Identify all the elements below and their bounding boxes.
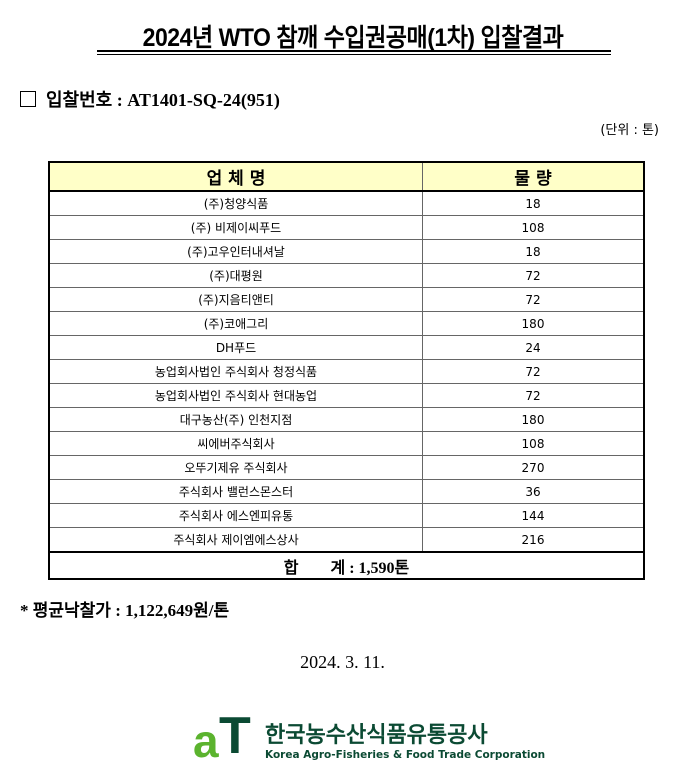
quantity: 216	[422, 527, 645, 553]
table-row: (주) 비제이씨푸드 108	[48, 215, 645, 240]
table-row: 주식회사 밸런스몬스터 36	[48, 479, 645, 504]
table-row: (주)지음티앤티 72	[48, 287, 645, 312]
company-name: (주)고우인터내셔날	[48, 239, 423, 264]
quantity: 270	[422, 455, 645, 480]
bid-number: 입찰번호 : AT1401-SQ-24(951)	[20, 86, 280, 112]
table-row: 주식회사 제이엠에스상사 216	[48, 527, 645, 553]
table-row: 주식회사 에스엔피유통 144	[48, 503, 645, 528]
company-name: 오뚜기제유 주식회사	[48, 455, 423, 480]
results-table: 업 체 명 물 량 (주)청양식품 18 (주) 비제이씨푸드 108 (주)고우인터내…	[48, 161, 645, 580]
quantity: 180	[422, 407, 645, 432]
quantity: 36	[422, 479, 645, 504]
company-name: 주식회사 에스엔피유통	[48, 503, 423, 528]
quantity: 72	[422, 359, 645, 384]
quantity: 18	[422, 239, 645, 264]
table-row: 오뚜기제유 주식회사 270	[48, 455, 645, 480]
table-row: (주)고우인터내셔날 18	[48, 239, 645, 264]
header-company: 업 체 명	[48, 161, 423, 192]
logo-name-kr: 한국농수산식품유통공사	[265, 723, 488, 748]
header-quantity: 물 량	[422, 161, 645, 192]
table-row: (주)청양식품 18	[48, 190, 645, 216]
company-name: 농업회사법인 주식회사 현대농업	[48, 383, 423, 408]
table-row: DH푸드 24	[48, 335, 645, 360]
company-name: 주식회사 제이엠에스상사	[48, 527, 423, 553]
page-title: 2024년 WTO 참깨 수입권공매(1차) 입찰결과	[142, 24, 564, 52]
company-name: (주)대평원	[48, 263, 423, 288]
company-name: 대구농산(주) 인천지점	[48, 407, 423, 432]
company-name: (주) 비제이씨푸드	[48, 215, 423, 240]
quantity: 144	[422, 503, 645, 528]
quantity: 180	[422, 311, 645, 336]
table-row: 농업회사법인 주식회사 청정식품 72	[48, 359, 645, 384]
company-name: (주)청양식품	[48, 190, 423, 216]
table-row: 농업회사법인 주식회사 현대농업 72	[48, 383, 645, 408]
square-bullet-icon	[20, 91, 36, 107]
quantity: 18	[422, 190, 645, 216]
date: 2024. 3. 11.	[300, 652, 385, 672]
quantity: 108	[422, 215, 645, 240]
quantity: 72	[422, 383, 645, 408]
company-name: DH푸드	[48, 335, 423, 360]
table-row: 대구농산(주) 인천지점 180	[48, 407, 645, 432]
company-name: 주식회사 밸런스몬스터	[48, 479, 423, 504]
title-underline	[97, 54, 611, 55]
company-name: 농업회사법인 주식회사 청정식품	[48, 359, 423, 384]
total-row: 합 계 : 1,590톤	[48, 551, 645, 580]
company-name: (주)코애그리	[48, 311, 423, 336]
bid-number-text: 입찰번호 : AT1401-SQ-24(951)	[46, 90, 280, 110]
logo-name-en: Korea Agro-Fisheries & Food Trade Corpor…	[265, 749, 546, 761]
table-row: (주)코애그리 180	[48, 311, 645, 336]
table-row: (주)대평원 72	[48, 263, 645, 288]
quantity: 72	[422, 263, 645, 288]
average-price: * 평균낙찰가 : 1,122,649원/톤	[20, 601, 230, 620]
title-underline	[97, 50, 611, 52]
table-row: 씨에버주식회사 108	[48, 431, 645, 456]
unit-label: (단위 : 톤)	[600, 123, 659, 138]
quantity: 72	[422, 287, 645, 312]
company-name: (주)지음티앤티	[48, 287, 423, 312]
company-name: 씨에버주식회사	[48, 431, 423, 456]
quantity: 108	[422, 431, 645, 456]
quantity: 24	[422, 335, 645, 360]
